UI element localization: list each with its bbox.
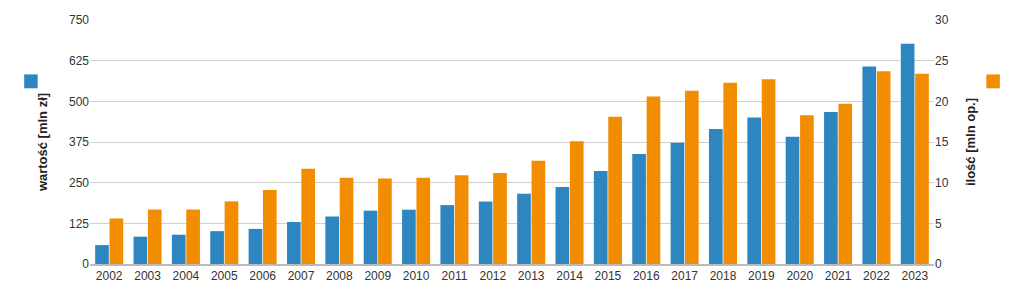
- svg-text:5: 5: [935, 217, 942, 231]
- svg-text:ilość [mln op.]: ilość [mln op.]: [963, 98, 978, 186]
- svg-text:30: 30: [935, 13, 949, 27]
- svg-text:2017: 2017: [671, 269, 698, 283]
- svg-text:2018: 2018: [710, 269, 737, 283]
- svg-text:2010: 2010: [403, 269, 430, 283]
- svg-text:2015: 2015: [595, 269, 622, 283]
- svg-text:375: 375: [69, 135, 89, 149]
- svg-text:2019: 2019: [748, 269, 775, 283]
- svg-text:2014: 2014: [556, 269, 583, 283]
- svg-text:2020: 2020: [786, 269, 813, 283]
- svg-text:0: 0: [935, 257, 942, 271]
- svg-text:2012: 2012: [479, 269, 506, 283]
- svg-text:2011: 2011: [442, 269, 468, 283]
- svg-text:25: 25: [935, 54, 949, 68]
- svg-text:2009: 2009: [364, 269, 391, 283]
- svg-text:2005: 2005: [211, 269, 238, 283]
- svg-text:2004: 2004: [173, 269, 200, 283]
- svg-text:625: 625: [69, 54, 89, 68]
- svg-text:2006: 2006: [249, 269, 276, 283]
- svg-text:10: 10: [935, 176, 949, 190]
- svg-text:15: 15: [935, 135, 949, 149]
- svg-text:wartość [mln zł]: wartość [mln zł]: [35, 93, 50, 192]
- svg-text:2013: 2013: [518, 269, 545, 283]
- svg-text:500: 500: [69, 95, 89, 109]
- svg-text:2002: 2002: [96, 269, 123, 283]
- svg-text:2003: 2003: [134, 269, 161, 283]
- svg-text:2022: 2022: [863, 269, 890, 283]
- svg-text:125: 125: [69, 217, 89, 231]
- svg-text:2023: 2023: [901, 269, 928, 283]
- svg-text:2007: 2007: [288, 269, 315, 283]
- svg-text:750: 750: [69, 13, 89, 27]
- svg-text:2021: 2021: [825, 269, 852, 283]
- svg-text:2016: 2016: [633, 269, 660, 283]
- svg-text:2008: 2008: [326, 269, 353, 283]
- svg-text:0: 0: [82, 257, 89, 271]
- svg-text:20: 20: [935, 95, 949, 109]
- svg-text:250: 250: [69, 176, 89, 190]
